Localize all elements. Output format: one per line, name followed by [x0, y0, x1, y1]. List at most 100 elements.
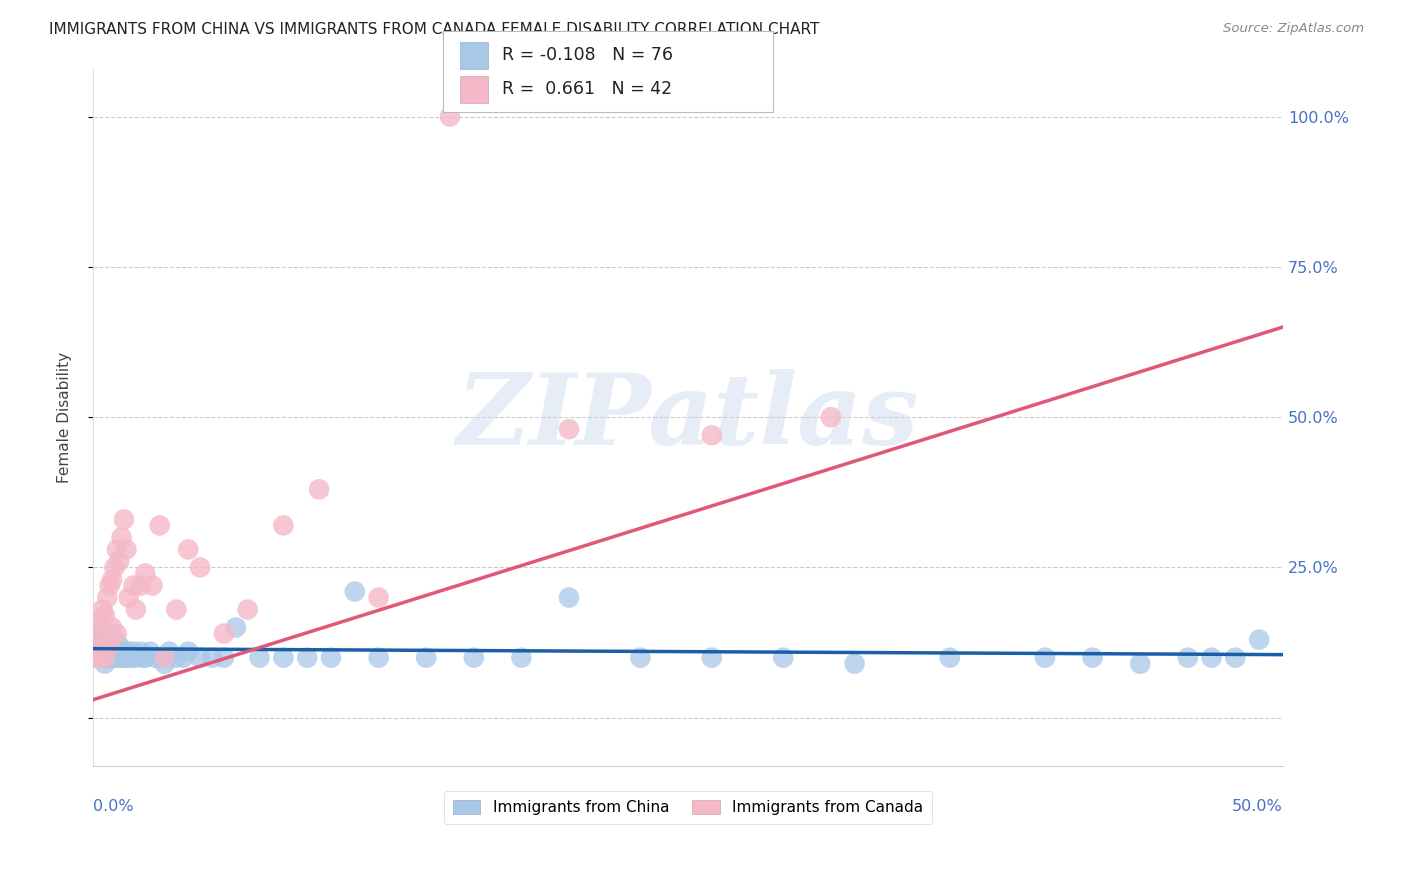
Point [112, 512, 135, 526]
Point [91, 602, 114, 616]
Point [939, 650, 962, 665]
Point [273, 650, 295, 665]
Text: 50.0%: 50.0% [1232, 799, 1282, 814]
Point [98, 639, 121, 653]
Point [129, 645, 152, 659]
Point [1225, 650, 1247, 665]
Text: 0.0%: 0.0% [93, 799, 134, 814]
Point [101, 650, 124, 665]
Point [212, 626, 235, 640]
Point [89, 615, 111, 629]
Point [89, 639, 111, 653]
Point [149, 518, 172, 533]
Point [132, 650, 155, 665]
Point [122, 645, 145, 659]
Point [101, 639, 124, 653]
Point [94, 657, 117, 671]
Point [96, 650, 118, 665]
Point [105, 542, 128, 557]
Point [115, 542, 138, 557]
Point [134, 650, 156, 665]
Y-axis label: Female Disability: Female Disability [58, 351, 72, 483]
Point [108, 639, 131, 653]
Point [463, 650, 485, 665]
Point [96, 591, 118, 605]
Point [1177, 650, 1199, 665]
Point [98, 578, 121, 592]
Point [558, 422, 581, 436]
Point [105, 645, 128, 659]
Point [91, 632, 114, 647]
Point [510, 650, 533, 665]
Point [1033, 650, 1056, 665]
Point [105, 650, 128, 665]
Point [89, 650, 111, 665]
Point [134, 566, 156, 581]
Point [153, 650, 176, 665]
Point [172, 650, 194, 665]
Point [89, 632, 111, 647]
Point [115, 650, 138, 665]
Point [101, 645, 124, 659]
Point [105, 626, 128, 640]
Point [201, 650, 224, 665]
Point [249, 650, 271, 665]
Point [225, 621, 247, 635]
Point [94, 645, 117, 659]
Point [103, 650, 125, 665]
Point [125, 650, 148, 665]
Point [118, 650, 141, 665]
Point [94, 650, 117, 665]
Point [143, 650, 166, 665]
Text: R =  0.661   N = 42: R = 0.661 N = 42 [502, 80, 672, 98]
Point [153, 657, 176, 671]
Point [91, 639, 114, 653]
Point [165, 650, 187, 665]
Point [103, 632, 125, 647]
Point [367, 650, 389, 665]
Point [89, 621, 111, 635]
Point [110, 645, 132, 659]
Point [91, 645, 114, 659]
Text: R = -0.108   N = 76: R = -0.108 N = 76 [502, 46, 673, 64]
Point [343, 584, 366, 599]
Point [700, 428, 723, 442]
Point [91, 650, 114, 665]
Point [157, 645, 180, 659]
Point [118, 645, 141, 659]
Point [94, 650, 117, 665]
Point [273, 518, 295, 533]
Point [558, 591, 581, 605]
Point [149, 650, 172, 665]
Point [177, 645, 200, 659]
Point [98, 650, 121, 665]
Point [820, 410, 842, 425]
Point [308, 483, 330, 497]
Point [91, 639, 114, 653]
Legend: Immigrants from China, Immigrants from Canada: Immigrants from China, Immigrants from C… [444, 791, 932, 824]
Point [87, 626, 110, 640]
Point [87, 626, 110, 640]
Point [110, 530, 132, 544]
Point [139, 645, 162, 659]
Point [101, 573, 124, 587]
Point [177, 542, 200, 557]
Point [236, 602, 259, 616]
Point [96, 639, 118, 653]
Point [844, 657, 866, 671]
Point [84, 632, 107, 647]
Point [188, 560, 211, 574]
Point [89, 650, 111, 665]
Point [118, 591, 141, 605]
Point [165, 602, 187, 616]
Point [122, 578, 145, 592]
Point [98, 639, 121, 653]
Point [188, 650, 211, 665]
Point [295, 650, 318, 665]
Point [212, 650, 235, 665]
Point [141, 578, 163, 592]
Point [772, 650, 794, 665]
Point [87, 650, 110, 665]
Point [96, 645, 118, 659]
Point [103, 560, 125, 574]
